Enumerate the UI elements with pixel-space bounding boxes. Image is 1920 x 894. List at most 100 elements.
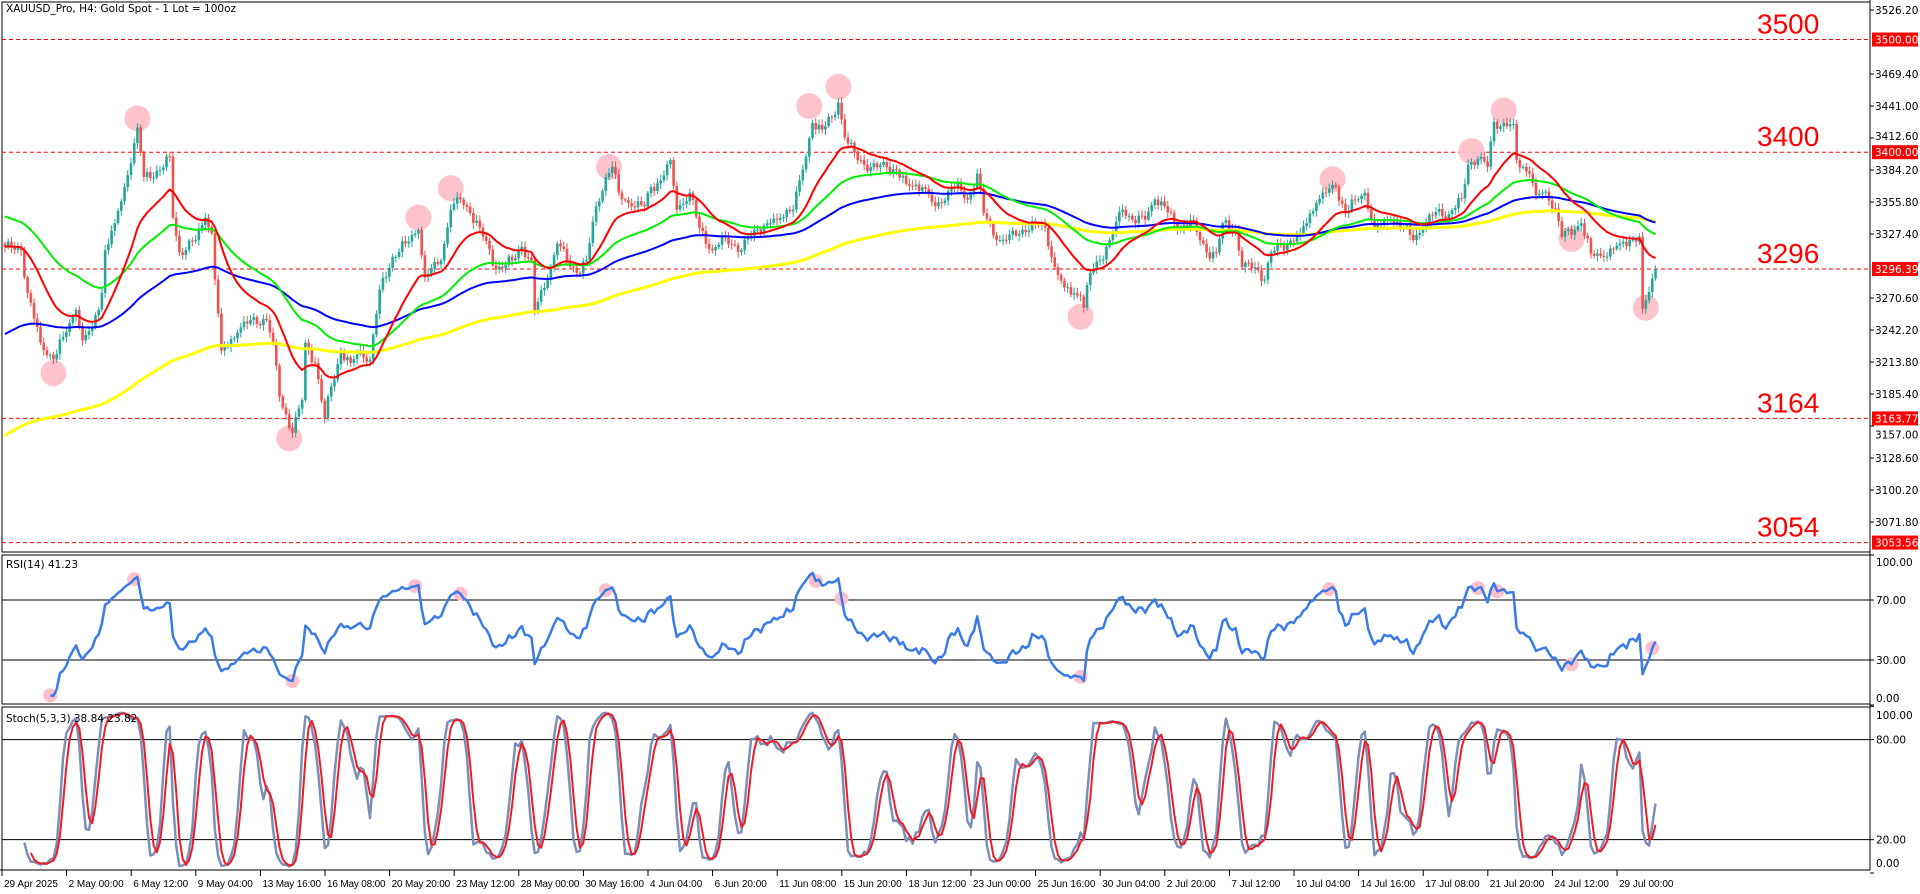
bear-candle [1408, 224, 1412, 235]
bear-candle [171, 156, 175, 218]
bull-candle [152, 177, 155, 179]
bear-candle [1570, 228, 1573, 235]
bear-candle [1156, 199, 1160, 206]
bull-candle [849, 142, 853, 144]
time-tick-label: 9 May 04:00 [198, 879, 253, 890]
bull-candle [371, 334, 375, 360]
bull-candle [1428, 214, 1431, 222]
bull-candle [636, 201, 640, 208]
price-tick-label: 3469.40 [1875, 69, 1918, 81]
rsi-label: RSI(14) 41.23 [6, 559, 78, 571]
bull-candle [326, 396, 330, 419]
bear-candle [711, 248, 714, 251]
ma-fast-line [4, 145, 1656, 379]
bull-candle [16, 247, 20, 250]
bull-candle [417, 229, 420, 234]
time-tick-label: 30 May 16:00 [585, 879, 644, 890]
bull-candle [1150, 204, 1153, 212]
price-tick-label: 3128.60 [1875, 453, 1918, 465]
bear-candle [317, 362, 320, 379]
bear-candle [1557, 208, 1560, 222]
bull-candle [514, 258, 517, 261]
bull-candle [824, 125, 827, 130]
bear-candle [459, 197, 462, 200]
bull-candle [455, 197, 459, 204]
bear-candle [701, 227, 704, 232]
bear-candle [1531, 173, 1535, 183]
bull-candle [6, 241, 10, 247]
bear-candle [1505, 123, 1509, 127]
bear-candle [759, 229, 763, 233]
bull-candle [452, 203, 456, 210]
bull-candle [1537, 193, 1541, 196]
bull-candle [397, 251, 401, 257]
bear-candle [423, 255, 427, 278]
price-tick-label: 3071.80 [1875, 517, 1918, 529]
bear-candle [32, 302, 36, 319]
bull-candle [242, 321, 246, 328]
bear-candle [1163, 201, 1166, 207]
bull-candle [187, 240, 191, 250]
bull-candle [113, 223, 117, 231]
bear-candle [966, 197, 969, 200]
bear-candle [1130, 215, 1134, 220]
time-tick-label: 17 Jul 08:00 [1425, 879, 1480, 890]
bear-candle [1050, 246, 1053, 258]
bull-candle [304, 342, 307, 401]
bear-candle [1525, 166, 1528, 172]
bear-candle [1495, 121, 1499, 129]
bull-candle [249, 320, 252, 324]
bear-candle [533, 260, 537, 310]
bull-candle [914, 184, 918, 186]
bear-candle [216, 279, 220, 314]
bear-candle [1583, 223, 1586, 236]
bear-candle [181, 252, 184, 256]
rsi-panel [2, 571, 1870, 703]
bull-candle [921, 187, 924, 191]
bull-candle [497, 266, 501, 270]
bull-candle [430, 269, 433, 275]
time-tick-label: 25 Jun 16:00 [1038, 879, 1096, 890]
bull-candle [743, 239, 746, 251]
bear-candle [643, 204, 646, 207]
time-tick-label: 13 May 16:00 [262, 879, 321, 890]
bull-candle [1224, 220, 1228, 224]
time-tick-label: 24 Jul 12:00 [1554, 879, 1609, 890]
bear-candle [307, 342, 310, 350]
stoch-tick-label: 20.00 [1876, 835, 1906, 847]
bull-candle [546, 279, 549, 288]
bear-candle [255, 317, 259, 325]
bear-candle [139, 127, 142, 153]
bull-candle [714, 246, 717, 251]
bull-candle [161, 167, 165, 171]
bear-candle [1227, 220, 1231, 230]
bull-candle [48, 354, 52, 356]
bear-candle [1176, 222, 1179, 230]
bull-candle [869, 166, 872, 172]
bull-candle [1563, 231, 1567, 237]
bull-candle [685, 201, 688, 204]
bull-candle [1101, 259, 1105, 261]
bull-candle [1066, 287, 1069, 289]
bull-candle [804, 156, 808, 170]
price-tick-label: 3270.60 [1875, 293, 1918, 305]
bull-candle [1654, 268, 1657, 279]
bull-candle [1492, 121, 1496, 142]
bear-candle [620, 192, 624, 200]
bull-candle [517, 250, 520, 259]
bear-candle [149, 171, 152, 178]
bear-candle [29, 293, 33, 303]
bull-candle [1596, 253, 1599, 256]
bear-candle [258, 324, 262, 326]
bull-candle [236, 332, 239, 339]
bear-candle [265, 318, 268, 321]
bull-candle [1489, 141, 1493, 167]
level-lines[interactable]: 3500 3500.00 3400 3400.00 3296 3296.39 3164 316… [2, 9, 1919, 550]
bull-candle [1027, 230, 1031, 233]
bull-candle [937, 202, 940, 207]
bull-candle [239, 327, 243, 333]
bear-candle [26, 277, 29, 294]
bull-candle [1105, 246, 1108, 260]
